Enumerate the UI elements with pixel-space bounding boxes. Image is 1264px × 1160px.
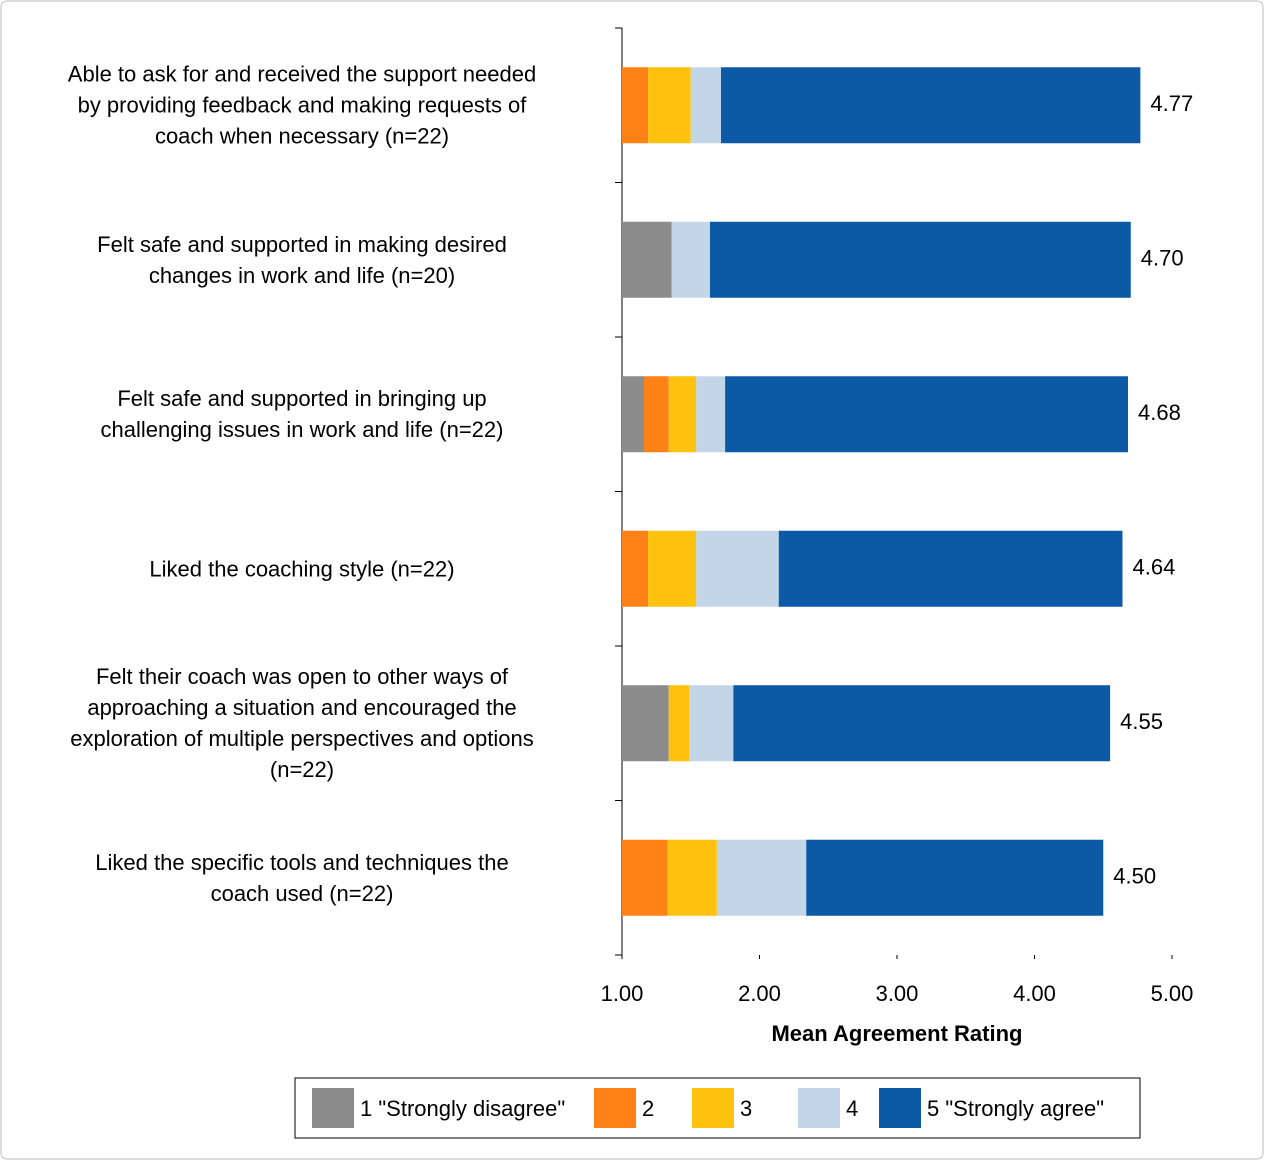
legend-swatch bbox=[692, 1088, 734, 1128]
bar-segment bbox=[668, 376, 697, 453]
mean-label: 4.70 bbox=[1141, 246, 1184, 271]
bar-segment bbox=[721, 67, 1141, 144]
category-label: Able to ask for and received the support… bbox=[67, 61, 537, 149]
bar-segment bbox=[667, 839, 717, 916]
bar-segment bbox=[806, 839, 1104, 916]
bar-segment bbox=[668, 685, 690, 762]
category-label: Liked the specific tools and techniques … bbox=[95, 849, 509, 906]
bar-segment bbox=[725, 376, 1128, 453]
x-tick-label: 4.00 bbox=[1013, 981, 1056, 1006]
legend-swatch bbox=[798, 1088, 840, 1128]
legend-label: 1 "Strongly disagree" bbox=[360, 1096, 565, 1121]
x-axis-title: Mean Agreement Rating bbox=[771, 1021, 1022, 1046]
bar-segment bbox=[733, 685, 1111, 762]
mean-label: 4.50 bbox=[1113, 864, 1156, 889]
bar-segment bbox=[644, 376, 669, 453]
x-tick-label: 5.00 bbox=[1151, 981, 1194, 1006]
bar-segment bbox=[622, 685, 669, 762]
bar-segment bbox=[648, 67, 691, 144]
x-tick-label: 1.00 bbox=[601, 981, 644, 1006]
bar-segment bbox=[622, 221, 672, 298]
legend-label: 5 "Strongly agree" bbox=[927, 1096, 1104, 1121]
legend-label: 4 bbox=[846, 1096, 858, 1121]
legend-label: 3 bbox=[740, 1096, 752, 1121]
x-tick-label: 3.00 bbox=[876, 981, 919, 1006]
bar-segment bbox=[622, 376, 644, 453]
category-label: Felt safe and supported in bringing up c… bbox=[100, 386, 504, 443]
category-label: Liked the coaching style (n=22) bbox=[149, 556, 455, 582]
bar-segment bbox=[671, 221, 710, 298]
category-label: Felt safe and supported in making desire… bbox=[97, 231, 507, 288]
legend-swatch bbox=[594, 1088, 636, 1128]
mean-label: 4.55 bbox=[1120, 709, 1163, 734]
mean-label: 4.64 bbox=[1133, 555, 1176, 580]
legend-swatch bbox=[879, 1088, 921, 1128]
category-label: Felt their coach was open to other ways … bbox=[70, 664, 534, 783]
bar-segment bbox=[622, 839, 668, 916]
bar-segment bbox=[696, 530, 779, 607]
bar-segment bbox=[778, 530, 1123, 607]
bar-segment bbox=[622, 67, 649, 144]
bar-segment bbox=[648, 530, 697, 607]
bar-segment bbox=[689, 685, 734, 762]
bar-segment bbox=[710, 221, 1131, 298]
legend-swatch bbox=[312, 1088, 354, 1128]
bar-segment bbox=[716, 839, 807, 916]
mean-label: 4.77 bbox=[1150, 91, 1193, 116]
mean-label: 4.68 bbox=[1138, 400, 1181, 425]
x-tick-label: 2.00 bbox=[738, 981, 781, 1006]
legend-label: 2 bbox=[642, 1096, 654, 1121]
bar-segment bbox=[690, 67, 721, 144]
bar-segment bbox=[696, 376, 726, 453]
bar-segment bbox=[622, 530, 649, 607]
